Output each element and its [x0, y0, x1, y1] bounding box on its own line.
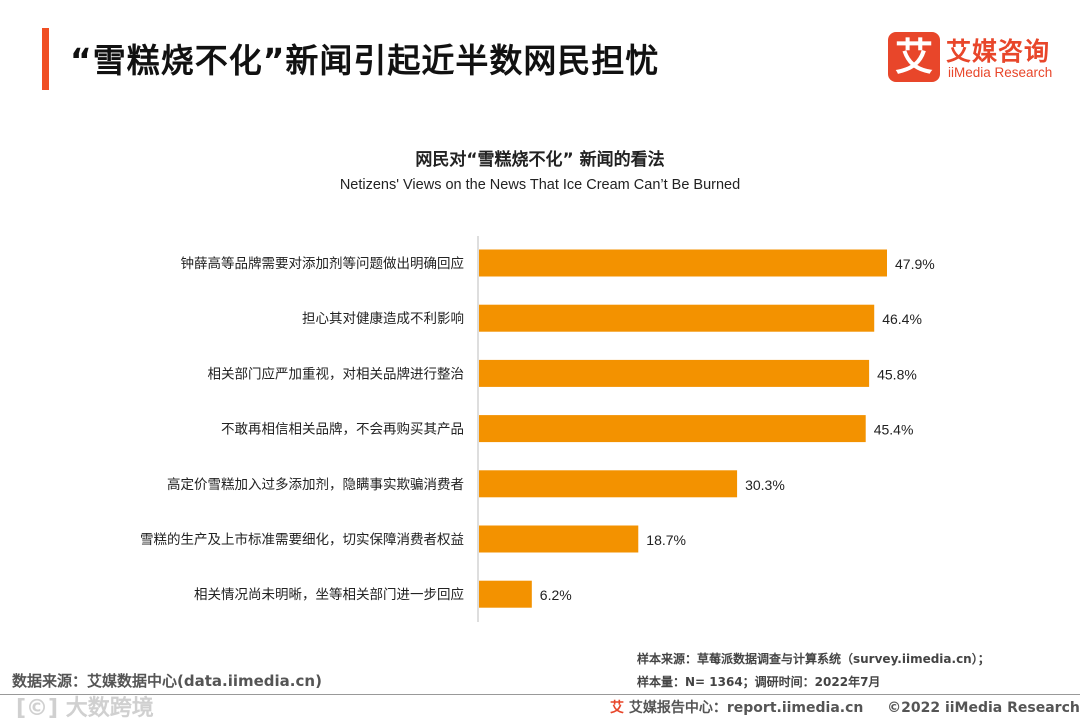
value-label: 30.3%: [745, 477, 785, 493]
value-label: 46.4%: [882, 311, 922, 327]
watermark: [©] 大数跨境: [16, 696, 154, 721]
chart-subtitle: Netizens' Views on the News That Ice Cre…: [339, 177, 741, 193]
bar: [479, 249, 887, 277]
sample-size-note: 样本量：N= 1364；调研时间：2022年7月: [637, 675, 881, 689]
iimedia-logo: 艾 艾媒咨询 iiMedia Research: [888, 30, 1068, 86]
value-label: 6.2%: [540, 587, 572, 603]
footer-divider: [0, 694, 1080, 695]
page-title: “雪糕烧不化”新闻引起近半数网民担忧: [70, 41, 660, 80]
value-label: 45.8%: [877, 366, 917, 382]
value-label: 18.7%: [646, 532, 686, 548]
logo-english-name: iiMedia Research: [948, 65, 1053, 80]
value-label: 45.4%: [874, 422, 914, 438]
bar: [479, 415, 866, 443]
report-center-link[interactable]: 艾媒报告中心：report.iimedia.cn: [628, 700, 864, 716]
bar: [479, 359, 870, 387]
chart-title: 网民对“雪糕烧不化” 新闻的看法: [415, 150, 665, 170]
bar: [479, 304, 875, 332]
sample-source-note: 样本来源：草莓派数据调查与计算系统（survey.iimedia.cn）；: [637, 652, 990, 666]
category-label: 高定价雪糕加入过多添加剂，隐瞒事实欺骗消费者: [167, 476, 464, 493]
bar: [479, 580, 532, 608]
category-label: 担心其对健康造成不利影响: [302, 310, 464, 327]
footer-bottom: 艾 艾媒报告中心：report.iimedia.cn ©2022 iiMedia…: [610, 697, 1080, 717]
category-label: 雪糕的生产及上市标准需要细化，切实保障消费者权益: [140, 531, 464, 548]
bar: [479, 525, 639, 553]
bar: [479, 470, 738, 498]
value-label: 47.9%: [895, 256, 935, 272]
category-label: 相关情况尚未明晰，坐等相关部门进一步回应: [194, 586, 464, 603]
logo-mark-icon: 艾: [888, 32, 940, 82]
category-label: 相关部门应严加重视，对相关品牌进行整治: [208, 365, 465, 382]
category-label: 不敢再相信相关品牌，不会再购买其产品: [221, 421, 464, 438]
copyright: ©2022 iiMedia Research Inc: [887, 700, 1080, 716]
logo-chinese-name: 艾媒咨询: [946, 37, 1051, 66]
data-source: 数据来源：艾媒数据中心(data.iimedia.cn): [12, 672, 322, 690]
report-center-icon: 艾: [610, 700, 624, 716]
category-label: 钟薛高等品牌需要对添加剂等问题做出明确回应: [181, 255, 465, 272]
title-accent-bar: [42, 28, 49, 90]
